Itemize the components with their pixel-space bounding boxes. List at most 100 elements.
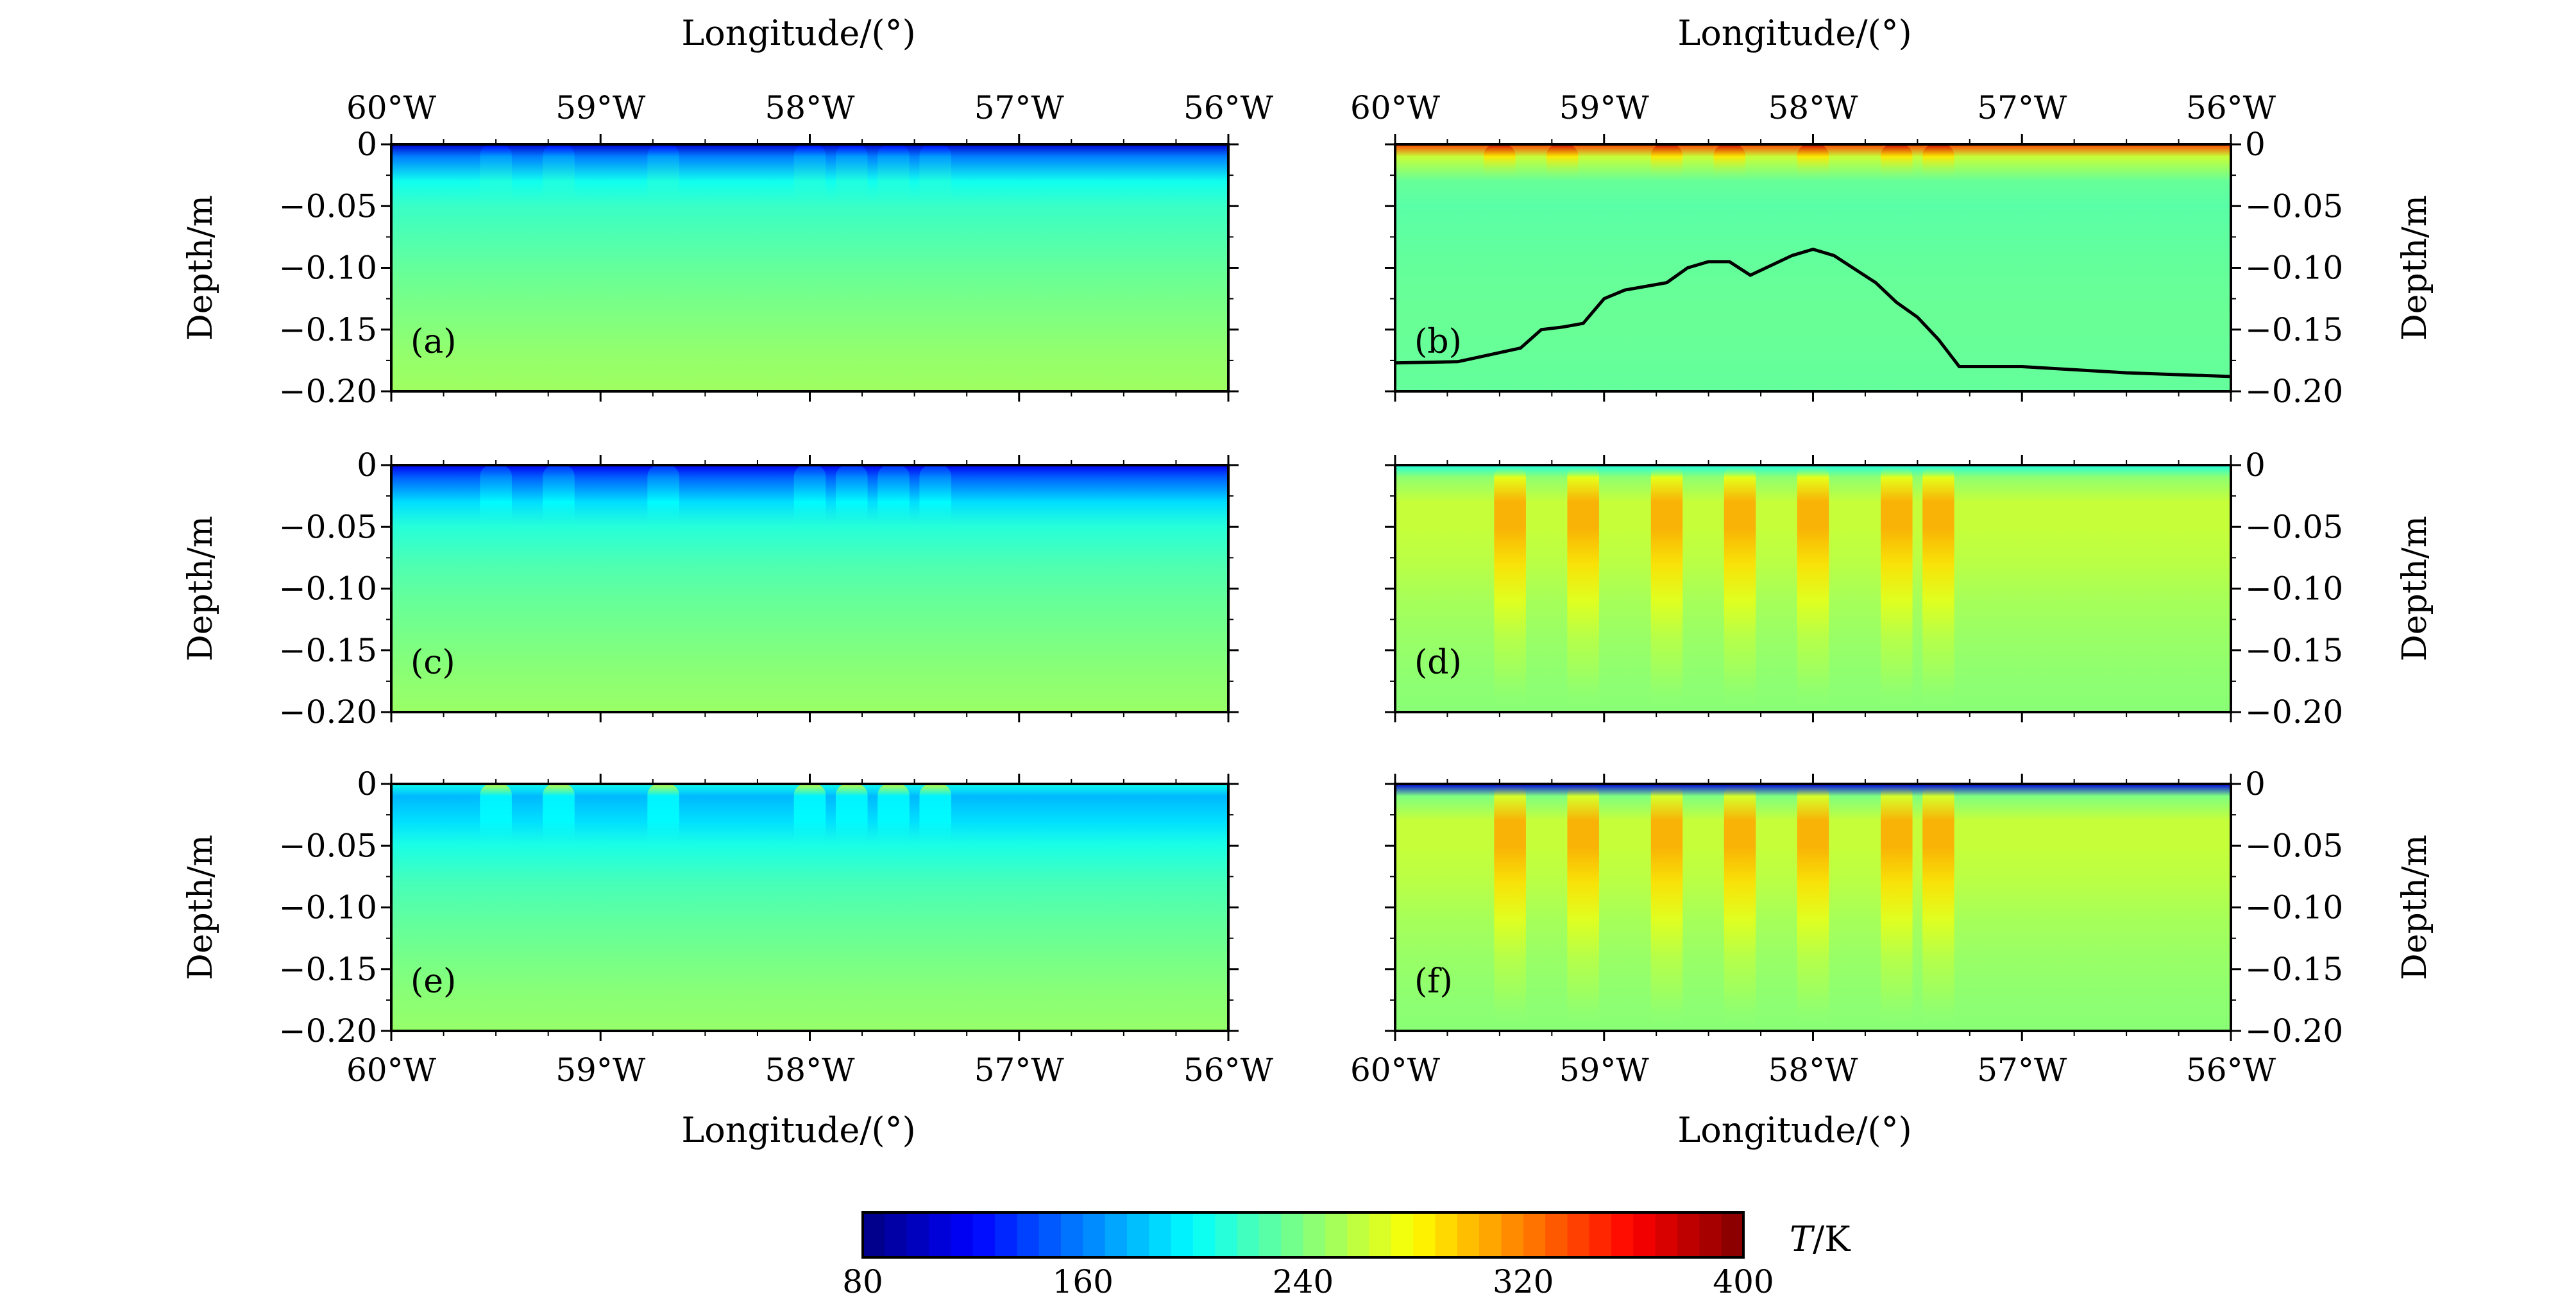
colorbar-tick-label: 160	[1053, 1263, 1114, 1300]
colorbar-segment	[1435, 1212, 1458, 1257]
heatmap-feature	[1650, 465, 1683, 712]
y-axis-label: Depth/m	[182, 195, 220, 341]
x-tick-label: 57°W	[974, 1051, 1065, 1089]
y-tick-label: −0.05	[2245, 187, 2343, 225]
colorbar-segment	[906, 1212, 929, 1257]
x-tick-label: 58°W	[1768, 89, 1858, 126]
y-tick-label: −0.20	[279, 373, 377, 410]
colorbar-tick-label: 80	[842, 1263, 883, 1300]
heatmap-feature	[1567, 465, 1599, 712]
heatmap-feature	[877, 784, 910, 1031]
x-tick-label: 58°W	[765, 1051, 855, 1089]
y-tick-label: −0.15	[279, 951, 377, 988]
x-tick-label: 59°W	[555, 89, 646, 126]
y-tick-label: −0.05	[279, 508, 377, 545]
heatmap-feature	[919, 784, 952, 1031]
colorbar-segment	[1281, 1212, 1304, 1257]
colorbar-segment	[1721, 1212, 1744, 1257]
x-tick-label: 57°W	[1977, 89, 2067, 126]
y-tick-label: 0	[2245, 126, 2266, 163]
heatmap-feature	[1494, 784, 1526, 1031]
heatmap-feature	[543, 784, 575, 1031]
colorbar-segment	[1192, 1212, 1216, 1257]
x-tick-label: 56°W	[2186, 1051, 2276, 1089]
colorbar-segment	[1215, 1212, 1238, 1257]
x-tick-label: 56°W	[2186, 89, 2276, 126]
x-tick-label: 60°W	[346, 1051, 437, 1089]
colorbar-segment	[1655, 1212, 1678, 1257]
x-tick-label: 60°W	[1350, 89, 1441, 126]
y-axis-label: Depth/m	[182, 516, 220, 661]
heatmap-feature	[480, 144, 512, 391]
colorbar-segment	[1017, 1212, 1040, 1257]
heatmap-feature	[1881, 144, 1913, 391]
y-tick-label: −0.10	[279, 570, 377, 608]
top-xlabel-right: Longitude/(°)	[1677, 13, 1911, 53]
y-tick-label: 0	[2245, 446, 2266, 484]
colorbar-segment	[1083, 1212, 1106, 1257]
colorbar-segment	[972, 1212, 996, 1257]
heatmap-feature	[480, 784, 512, 1031]
colorbar-segment	[1325, 1212, 1348, 1257]
panel-label: (d)	[1414, 643, 1462, 682]
y-tick-label: −0.15	[2245, 951, 2343, 988]
y-tick-label: −0.20	[279, 1012, 377, 1050]
colorbar-segment	[1303, 1212, 1326, 1257]
y-axis-label: Depth/m	[2396, 195, 2434, 341]
heatmap-feature	[1881, 465, 1913, 712]
colorbar-segment	[1038, 1212, 1062, 1257]
panel-label: (c)	[411, 643, 455, 682]
colorbar-tick-label: 240	[1273, 1263, 1334, 1300]
y-tick-label: −0.10	[279, 250, 377, 287]
x-tick-label: 56°W	[1183, 89, 1274, 126]
panel-b: 60°W 59°W 58°W 57°W 56°W0 −0.05 −0.10 −0.15 −0.2…	[1350, 89, 2434, 410]
colorbar-segment	[885, 1212, 908, 1257]
y-tick-label: 0	[357, 446, 377, 484]
heatmap-feature	[647, 465, 679, 712]
heatmap-feature	[1494, 465, 1526, 712]
panel-d: 0 −0.05 −0.10 −0.15 −0.20 Depth/m (d)	[1385, 446, 2434, 731]
heatmap-feature	[877, 144, 910, 391]
colorbar-label-unit: /K	[1813, 1219, 1851, 1259]
heatmap-feature	[1724, 465, 1756, 712]
y-tick-label: −0.20	[2245, 373, 2343, 410]
heatmap-feature	[793, 144, 826, 391]
x-tick-label: 60°W	[346, 89, 437, 126]
heatmap-feature	[877, 465, 910, 712]
y-axis-label: Depth/m	[2396, 835, 2434, 980]
y-tick-label: −0.20	[279, 693, 377, 731]
heatmap-feature	[480, 465, 512, 712]
colorbar-segment	[1149, 1212, 1172, 1257]
y-tick-label: −0.05	[279, 827, 377, 864]
y-tick-label: −0.15	[279, 311, 377, 348]
heatmap-feature	[1567, 784, 1599, 1031]
y-tick-label: −0.10	[2245, 889, 2343, 926]
colorbar-segment	[1060, 1212, 1083, 1257]
colorbar-segment	[1523, 1212, 1546, 1257]
y-axis-label: Depth/m	[2396, 516, 2434, 661]
heatmap-feature	[1797, 784, 1829, 1031]
colorbar-segment	[1699, 1212, 1722, 1257]
colorbar-segment	[1545, 1212, 1568, 1257]
y-tick-label: −0.15	[2245, 632, 2343, 669]
x-tick-label: 58°W	[1768, 1051, 1858, 1089]
y-tick-label: −0.05	[2245, 508, 2343, 545]
heatmap-feature	[1922, 784, 1954, 1031]
y-tick-label: −0.05	[2245, 827, 2343, 864]
y-tick-label: 0	[2245, 765, 2266, 803]
heatmap-feature	[1546, 144, 1579, 391]
colorbar-segment	[994, 1212, 1017, 1257]
heatmap-feature	[1484, 144, 1516, 391]
colorbar-segment	[951, 1212, 974, 1257]
colorbar-tick-label: 320	[1493, 1263, 1554, 1300]
heatmap-feature	[1724, 784, 1756, 1031]
colorbar-segment	[1479, 1212, 1502, 1257]
colorbar-segment	[1413, 1212, 1436, 1257]
colorbar-frame	[861, 1211, 1745, 1259]
x-tick-label: 59°W	[1559, 1051, 1650, 1089]
y-tick-label: −0.20	[2245, 1012, 2343, 1050]
colorbar-label: T/K	[1790, 1219, 1851, 1259]
heatmap-feature	[543, 144, 575, 391]
colorbar-segment	[1611, 1212, 1634, 1257]
